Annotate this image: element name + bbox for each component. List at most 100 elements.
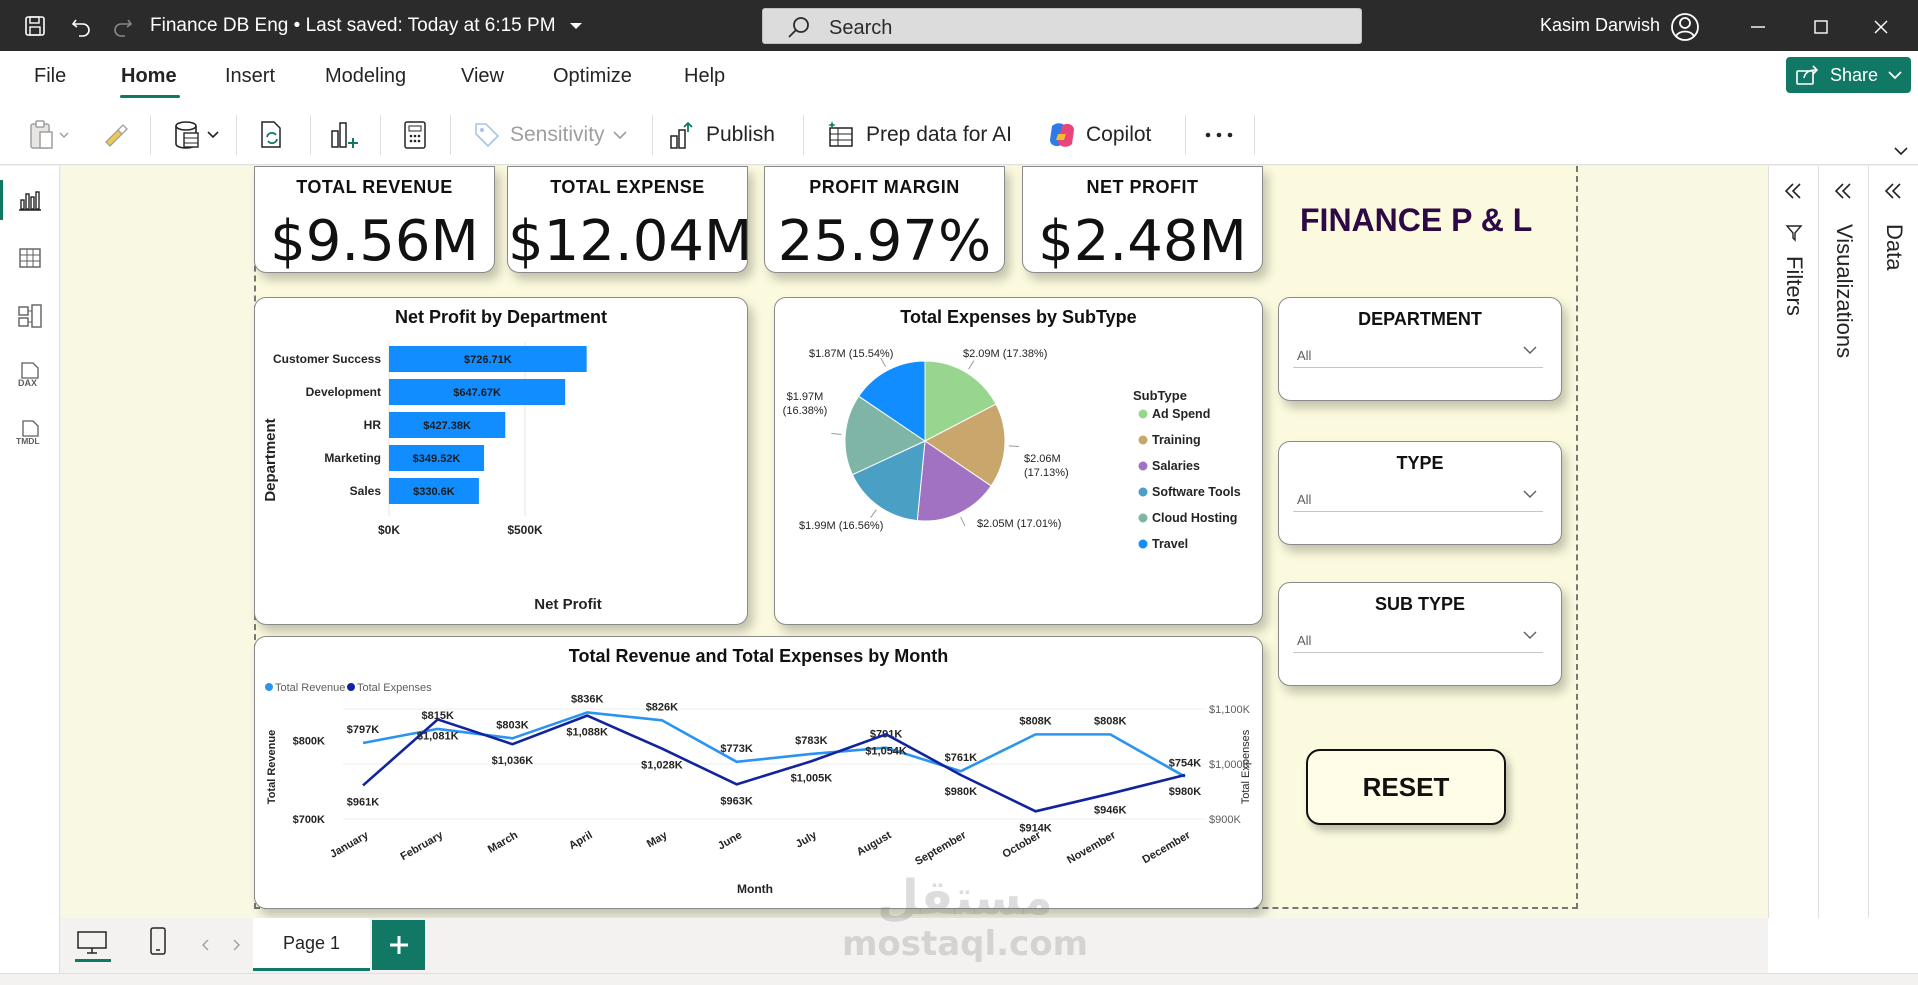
more-options-button[interactable] [1204, 117, 1234, 153]
line-chart-plot: Total Revenue Total Expenses Total Revenu… [265, 682, 1252, 896]
sensitivity-button[interactable]: Sensitivity [472, 117, 627, 153]
search-box[interactable]: Search [762, 8, 1362, 44]
sensitivity-icon [475, 123, 500, 148]
x-tick-label: November [1065, 829, 1118, 867]
ribbon-separator [652, 115, 653, 155]
new-visual-button[interactable] [328, 117, 360, 153]
active-tab-indicator [120, 95, 180, 98]
new-measure-button[interactable] [400, 117, 430, 153]
paste-button[interactable] [28, 117, 72, 153]
prep-data-icon [828, 121, 853, 147]
kpi-card-net-profit[interactable]: NET PROFIT $2.48M [1022, 166, 1263, 274]
tab-insert[interactable]: Insert [225, 65, 276, 87]
user-name[interactable]: Kasim Darwish [1540, 15, 1661, 35]
account-icon[interactable] [1670, 12, 1700, 42]
window-title[interactable]: Finance DB Eng • Last saved: Today at 6:… [150, 15, 583, 37]
undo-icon[interactable] [68, 13, 94, 39]
legend-item: Ad Spend [1152, 407, 1210, 421]
expand-pane-icon[interactable] [1783, 182, 1803, 200]
filters-pane[interactable]: Filters [1768, 166, 1818, 918]
line-data-label: $836K [571, 693, 603, 705]
format-painter-button[interactable] [100, 117, 130, 153]
get-data-button[interactable] [172, 117, 224, 153]
expand-pane-icon[interactable] [1883, 182, 1903, 200]
close-icon[interactable] [1866, 12, 1896, 42]
refresh-icon [261, 121, 281, 148]
sensitivity-label: Sensitivity [510, 123, 605, 146]
publish-button[interactable]: Publish [668, 117, 775, 153]
type-slicer[interactable]: TYPE All [1278, 441, 1562, 545]
dax-query-view-icon[interactable]: DAX [14, 358, 46, 390]
svg-text:DAX: DAX [18, 378, 37, 388]
chevron-down-icon [1894, 147, 1908, 156]
net-profit-by-department-chart[interactable]: Net Profit by Department Department Net … [254, 297, 748, 625]
reset-button[interactable]: RESET [1306, 749, 1506, 825]
tab-file[interactable]: File [34, 65, 67, 87]
x-tick-label: June [716, 829, 744, 852]
kpi-card-total-expense[interactable]: TOTAL EXPENSE $12.04M [507, 166, 752, 274]
bar [389, 478, 479, 504]
sub-type-dropdown[interactable]: All [1293, 625, 1543, 653]
tmdl-view-icon[interactable]: TMDL [14, 416, 46, 448]
tab-modeling[interactable]: Modeling [325, 65, 407, 87]
desktop-layout-icon[interactable] [75, 928, 111, 962]
bar-data-label: $349.52K [413, 453, 461, 465]
add-page-button[interactable] [372, 920, 425, 970]
pie-data-label: $1.87M (15.54%) [809, 348, 893, 360]
line-data-label: $914K [1019, 822, 1051, 834]
calculator-icon [404, 121, 426, 149]
paste-icon [30, 120, 69, 149]
kpi-card-profit-margin[interactable]: PROFIT MARGIN 25.97% [764, 166, 1005, 274]
line-data-label: $808K [1019, 715, 1051, 727]
report-title: FINANCE P & L [1300, 202, 1533, 238]
report-view-icon[interactable] [14, 184, 46, 216]
tab-optimize[interactable]: Optimize [553, 65, 632, 87]
share-button[interactable]: Share [1786, 57, 1911, 93]
department-slicer[interactable]: DEPARTMENT All [1278, 297, 1562, 401]
tab-view[interactable]: View [461, 65, 504, 87]
maximize-icon[interactable] [1806, 12, 1836, 42]
save-icon[interactable] [22, 13, 48, 39]
x-axis-title: Month [737, 882, 773, 896]
watermark-arabic: مستقل [877, 870, 1053, 926]
document-title: Finance DB Eng • Last saved: Today at 6:… [150, 15, 556, 36]
svg-text:TMDL: TMDL [16, 436, 40, 446]
collapse-ribbon-button[interactable] [1893, 143, 1909, 159]
model-view-icon[interactable] [14, 300, 46, 332]
minimize-icon[interactable] [1743, 12, 1773, 42]
pie-data-label: $2.05M (17.01%) [977, 518, 1061, 530]
x-tick-label: January [328, 829, 371, 861]
page-tab[interactable]: Page 1 [253, 918, 370, 971]
chart-title: Net Profit by Department [394, 307, 608, 327]
tab-home[interactable]: Home [121, 65, 177, 87]
tab-help[interactable]: Help [684, 65, 726, 87]
line-data-label: $946K [1094, 805, 1126, 817]
kpi-card-total-revenue[interactable]: TOTAL REVENUE $9.56M [254, 166, 495, 274]
line-data-label: $808K [1094, 715, 1126, 727]
expand-pane-icon[interactable] [1833, 182, 1853, 200]
revenue-expenses-by-month-chart[interactable]: Total Revenue and Total Expenses by Mont… [254, 636, 1263, 909]
data-pane[interactable]: Data [1868, 166, 1918, 918]
mobile-layout-icon[interactable] [147, 926, 169, 963]
visualizations-pane[interactable]: Visualizations [1818, 166, 1868, 918]
previous-page-icon[interactable] [201, 938, 211, 956]
line-data-label: $961K [347, 796, 379, 808]
slicer-title: DEPARTMENT [1358, 309, 1482, 329]
prep-data-for-ai-button[interactable]: Prep data for AI [826, 117, 1012, 153]
x-axis-title: Net Profit [534, 596, 602, 613]
chevron-down-icon [1523, 346, 1537, 354]
legend-marker [1138, 539, 1148, 549]
x-tick-label: May [645, 829, 670, 851]
copilot-button[interactable]: Copilot [1046, 117, 1151, 153]
next-page-icon[interactable] [231, 938, 241, 956]
table-view-icon[interactable] [14, 242, 46, 274]
line-data-label: $803K [496, 719, 528, 731]
department-dropdown[interactable]: All [1293, 340, 1543, 368]
redo-icon[interactable] [110, 13, 136, 39]
ribbon-separator [380, 115, 381, 155]
watermark-latin: mostaql.com [841, 924, 1089, 964]
type-dropdown[interactable]: All [1293, 484, 1543, 512]
sub-type-slicer[interactable]: SUB TYPE All [1278, 582, 1562, 686]
total-expenses-by-subtype-chart[interactable]: Total Expenses by SubType $2.09M (17.38%… [774, 297, 1263, 625]
refresh-button[interactable] [256, 117, 288, 153]
